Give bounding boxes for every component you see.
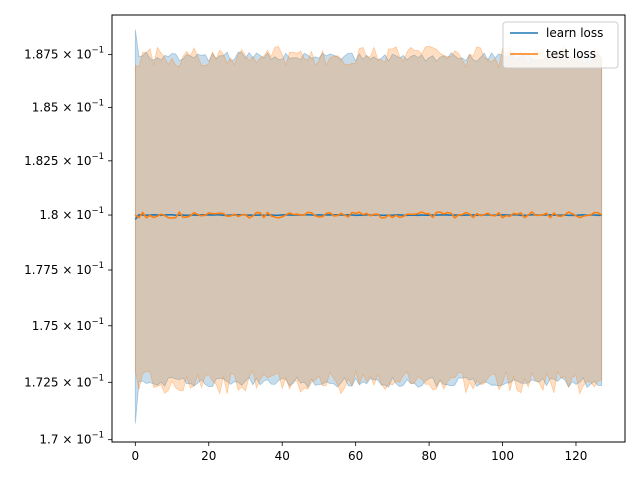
band-test-loss xyxy=(134,45,603,395)
y-tick-label: 1.875 × 10−1 xyxy=(24,46,104,62)
x-tick-label: 100 xyxy=(491,449,514,463)
x-axis-ticks: 0 20 40 60 80 100 120 xyxy=(131,442,587,463)
series-lines xyxy=(134,210,603,220)
legend: learn loss test loss xyxy=(502,21,619,69)
y-tick-label: 1.85 × 10−1 xyxy=(32,98,104,114)
y-axis-ticks: 1.7 × 10−1 1.725 × 10−1 1.75 × 10−1 1.775 ×… xyxy=(24,46,112,447)
y-tick-label: 1.725 × 10−1 xyxy=(24,373,104,389)
x-tick-label: 40 xyxy=(275,449,290,463)
legend-label-test-loss: test loss xyxy=(546,47,596,61)
x-tick-label: 120 xyxy=(565,449,588,463)
legend-label-learn-loss: learn loss xyxy=(546,26,603,40)
y-tick-label: 1.775 × 10−1 xyxy=(24,261,104,277)
x-tick-label: 20 xyxy=(201,449,216,463)
x-tick-label: 0 xyxy=(131,449,139,463)
y-tick-label: 1.8 × 10−1 xyxy=(39,206,104,222)
y-tick-label: 1.75 × 10−1 xyxy=(32,317,104,333)
x-tick-label: 80 xyxy=(421,449,436,463)
y-tick-label: 1.825 × 10−1 xyxy=(24,152,104,168)
y-tick-label: 1.7 × 10−1 xyxy=(39,431,104,447)
band-learn-loss xyxy=(134,29,603,424)
axes-frame xyxy=(111,14,626,443)
confidence-bands xyxy=(134,29,603,424)
x-tick-label: 60 xyxy=(348,449,363,463)
line-test-loss xyxy=(134,210,603,219)
